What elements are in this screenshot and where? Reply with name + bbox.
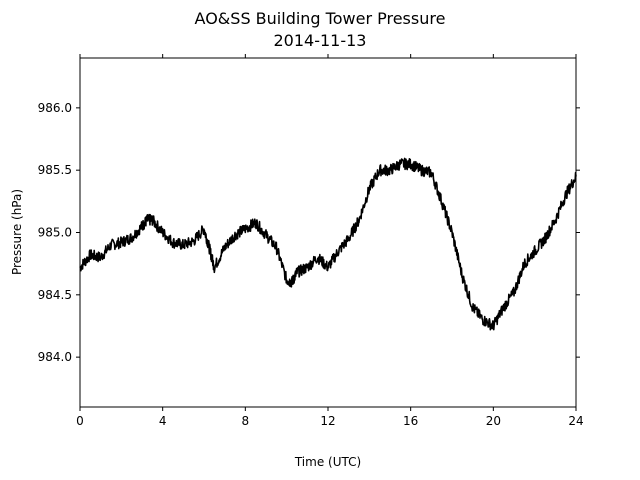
series-line-0 (79, 157, 577, 331)
y-tick-label: 984.0 (38, 350, 72, 364)
x-tick-label: 16 (403, 414, 418, 428)
x-tick-label: 20 (486, 414, 501, 428)
chart-subtitle: 2014-11-13 (274, 31, 367, 50)
x-tick-label: 24 (568, 414, 583, 428)
x-tick-label: 0 (76, 414, 84, 428)
y-tick-label: 986.0 (38, 101, 72, 115)
x-tick-label: 12 (320, 414, 335, 428)
ticks-layer: 0 4 8 12 16 20 24 984.0 984.5 985.0 985.5 986.0 (38, 54, 584, 428)
y-tick-label: 985.0 (38, 226, 72, 240)
plot-frame (79, 57, 577, 408)
x-tick-label: 8 (242, 414, 250, 428)
x-tick-label: 4 (159, 414, 167, 428)
series-layer (79, 157, 577, 331)
chart-title: AO&SS Building Tower Pressure (195, 9, 446, 28)
x-axis-label: Time (UTC) (294, 455, 361, 469)
y-tick-label: 984.5 (38, 288, 72, 302)
y-axis-label: Pressure (hPa) (10, 189, 24, 275)
y-tick-label: 985.5 (38, 163, 72, 177)
